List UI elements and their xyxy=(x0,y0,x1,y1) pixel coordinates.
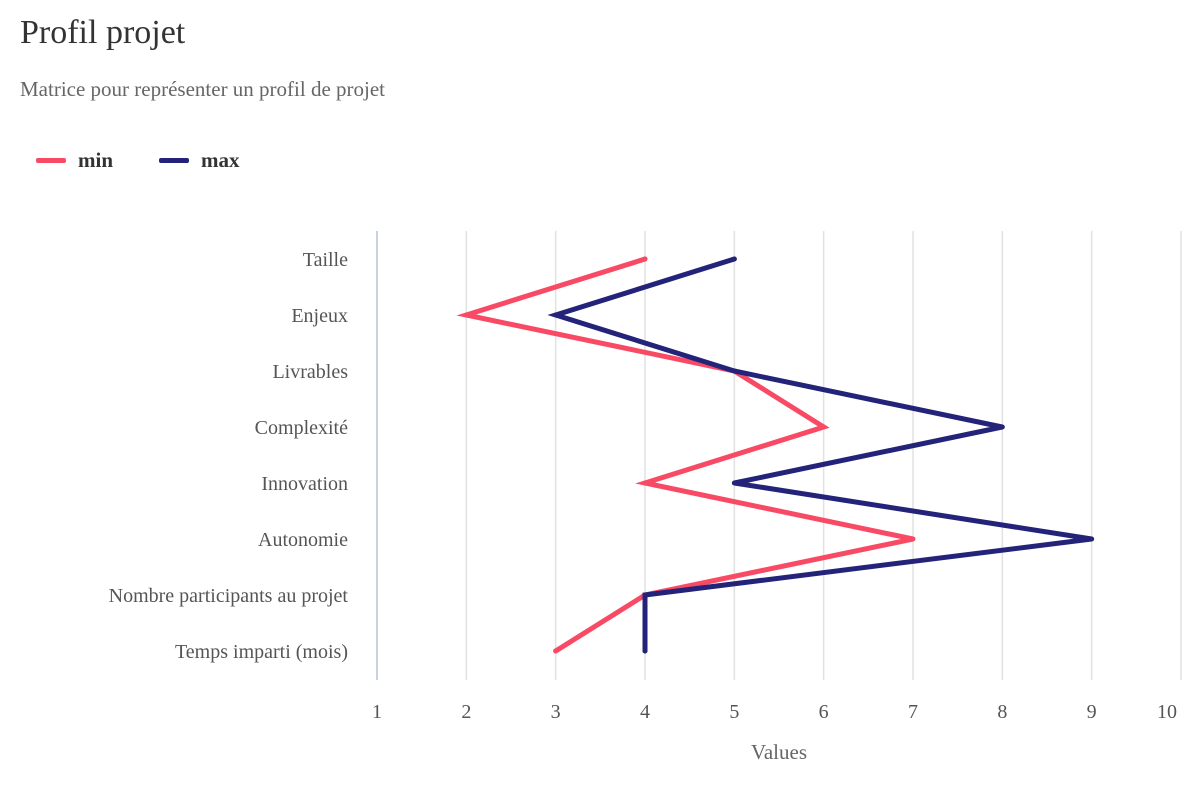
x-tick-label: 2 xyxy=(461,701,471,723)
chart-subtitle: Matrice pour représenter un profil de pr… xyxy=(20,77,386,101)
data-point-max xyxy=(1089,536,1095,542)
legend-swatch-max xyxy=(159,158,190,163)
x-tick-label: 10 xyxy=(1157,701,1177,723)
category-label: Autonomie xyxy=(258,529,348,551)
data-point-min xyxy=(642,480,648,486)
x-axis-title: Values xyxy=(751,740,807,764)
legend-swatch-min xyxy=(36,158,66,163)
x-tick-label: 5 xyxy=(729,701,739,723)
data-point-min xyxy=(821,424,827,430)
legend-label-min: min xyxy=(78,148,114,172)
data-point-max xyxy=(731,256,737,262)
data-point-max xyxy=(731,480,737,486)
data-point-max xyxy=(731,368,737,374)
category-label: Livrables xyxy=(272,361,348,383)
data-point-min xyxy=(463,312,469,318)
category-label: Complexité xyxy=(255,417,348,439)
category-label: Taille xyxy=(303,249,348,271)
category-label: Enjeux xyxy=(291,305,348,327)
data-point-max xyxy=(642,592,648,598)
x-tick-label: 3 xyxy=(551,701,561,723)
x-tick-label: 6 xyxy=(819,701,829,723)
x-tick-label: 7 xyxy=(908,701,918,723)
series-line-max xyxy=(547,256,1093,654)
series-line-min xyxy=(456,256,914,654)
chart-title: Profil projet xyxy=(20,14,186,51)
x-tick-label: 9 xyxy=(1087,701,1097,723)
data-point-max xyxy=(553,312,559,318)
data-point-min xyxy=(642,256,648,262)
legend-label-max: max xyxy=(201,148,240,172)
x-tick-label: 8 xyxy=(997,701,1007,723)
x-tick-label: 4 xyxy=(640,701,650,723)
category-label: Temps imparti (mois) xyxy=(175,641,348,663)
data-point-min xyxy=(553,648,559,654)
legend-item-max[interactable]: max xyxy=(159,148,240,173)
legend: min max xyxy=(36,148,286,173)
data-point-min xyxy=(910,536,916,542)
category-label: Nombre participants au projet xyxy=(109,585,349,607)
data-point-max xyxy=(999,424,1005,430)
category-label: Innovation xyxy=(261,473,348,495)
legend-item-min[interactable]: min xyxy=(36,148,113,173)
x-tick-label: 1 xyxy=(372,701,382,723)
data-point-max xyxy=(642,648,648,654)
